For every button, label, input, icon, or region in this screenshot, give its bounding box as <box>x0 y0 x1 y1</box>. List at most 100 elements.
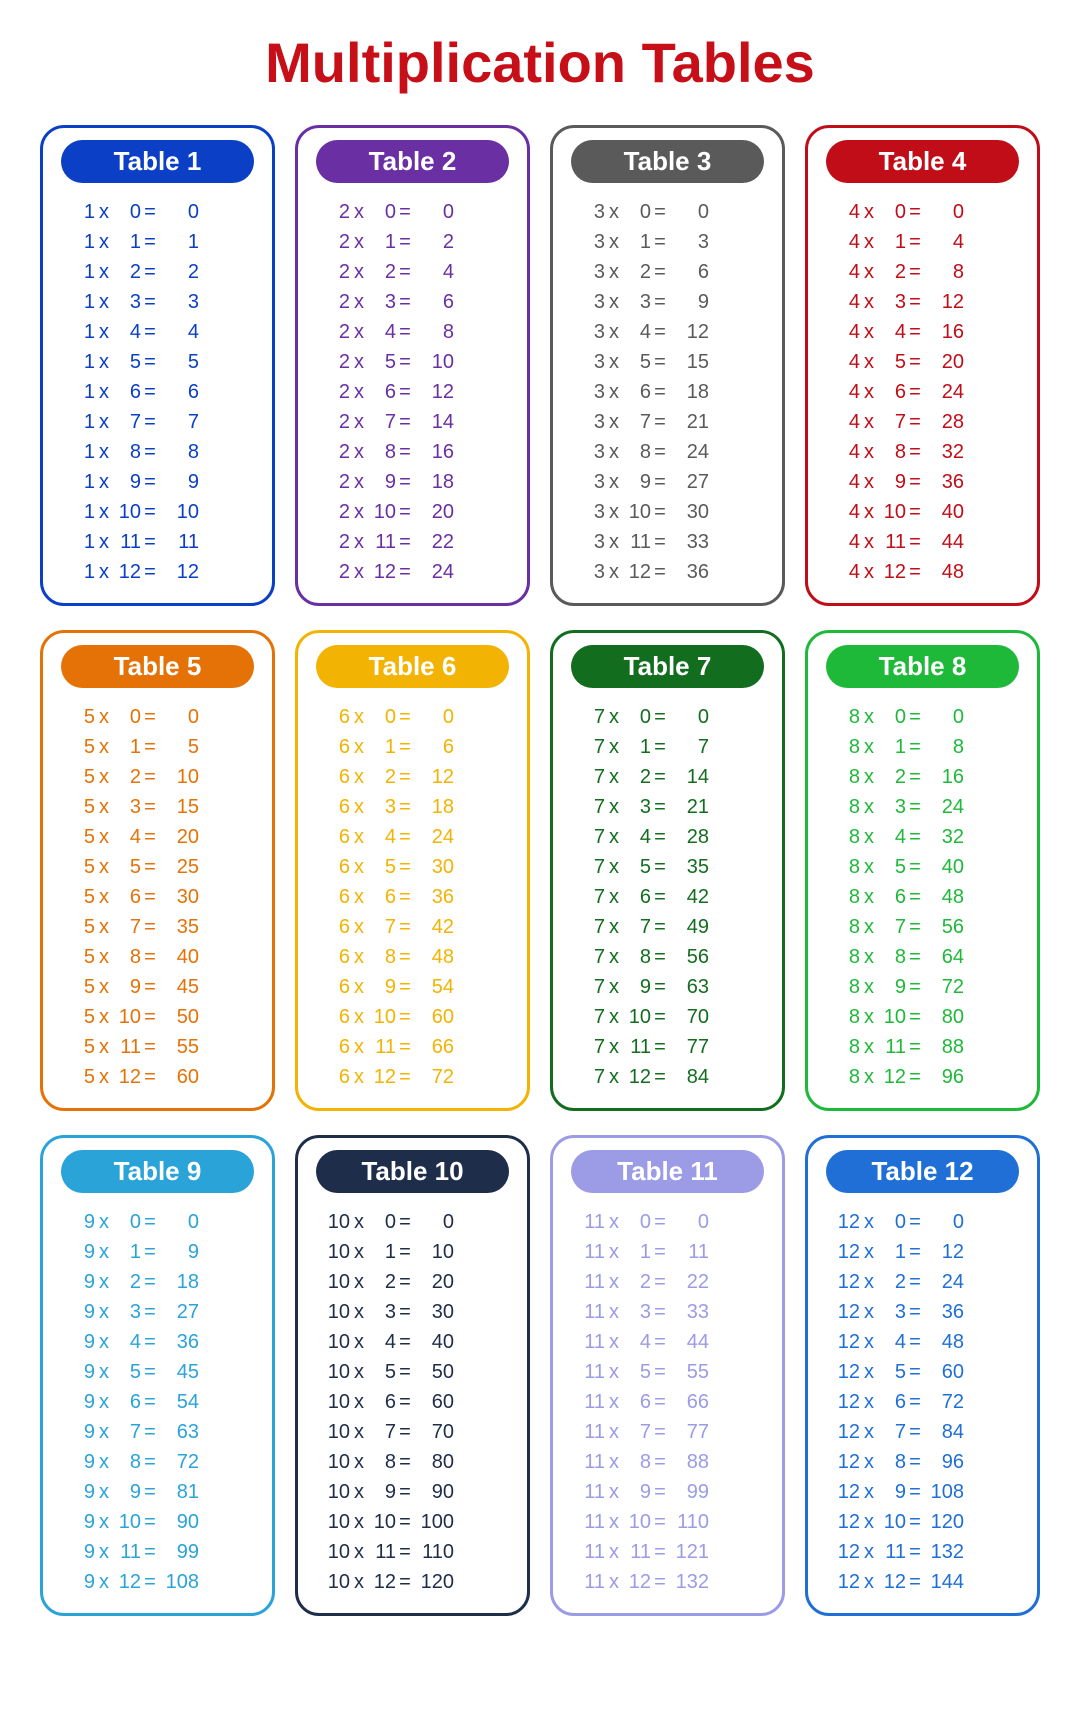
equals-symbol: = <box>651 197 669 227</box>
multiplier: 8 <box>368 437 396 467</box>
times-symbol: x <box>605 852 623 882</box>
multiplier: 0 <box>113 702 141 732</box>
multiplier: 4 <box>623 317 651 347</box>
equals-symbol: = <box>141 1357 159 1387</box>
table-rows: 1x0=01x1=11x2=21x3=31x4=41x5=51x6=61x7=7… <box>57 197 258 587</box>
multiplier: 8 <box>113 942 141 972</box>
table-row: 2x8=16 <box>322 437 507 467</box>
table-row: 7x10=70 <box>577 1002 762 1032</box>
equals-symbol: = <box>651 702 669 732</box>
table-row: 3x1=3 <box>577 227 762 257</box>
product: 2 <box>414 227 454 257</box>
times-symbol: x <box>860 1507 878 1537</box>
times-symbol: x <box>95 527 113 557</box>
equals-symbol: = <box>396 437 414 467</box>
multiplicand: 1 <box>67 227 95 257</box>
equals-symbol: = <box>651 882 669 912</box>
multiplicand: 1 <box>67 347 95 377</box>
product: 35 <box>669 852 709 882</box>
multiplier: 7 <box>368 912 396 942</box>
table-row: 3x6=18 <box>577 377 762 407</box>
equals-symbol: = <box>396 377 414 407</box>
equals-symbol: = <box>141 1062 159 1092</box>
multiplier: 3 <box>368 287 396 317</box>
multiplicand: 12 <box>832 1447 860 1477</box>
multiplier: 4 <box>368 317 396 347</box>
multiplicand: 6 <box>322 732 350 762</box>
multiplier: 9 <box>623 1477 651 1507</box>
multiplicand: 4 <box>832 377 860 407</box>
equals-symbol: = <box>906 287 924 317</box>
table-row: 11x12=132 <box>577 1567 762 1597</box>
equals-symbol: = <box>651 1062 669 1092</box>
product: 36 <box>924 1297 964 1327</box>
multiplier: 11 <box>878 1032 906 1062</box>
table-row: 11x9=99 <box>577 1477 762 1507</box>
multiplicand: 10 <box>322 1327 350 1357</box>
table-row: 3x5=15 <box>577 347 762 377</box>
times-symbol: x <box>860 1537 878 1567</box>
times-symbol: x <box>95 942 113 972</box>
equals-symbol: = <box>906 1237 924 1267</box>
times-symbol: x <box>860 912 878 942</box>
equals-symbol: = <box>141 1327 159 1357</box>
times-symbol: x <box>95 407 113 437</box>
table-row: 8x10=80 <box>832 1002 1017 1032</box>
multiplier: 5 <box>113 852 141 882</box>
times-symbol: x <box>350 197 368 227</box>
multiplier: 1 <box>368 227 396 257</box>
multiplier: 8 <box>878 1447 906 1477</box>
table-row: 10x9=90 <box>322 1477 507 1507</box>
multiplicand: 11 <box>577 1507 605 1537</box>
multiplier: 6 <box>368 882 396 912</box>
equals-symbol: = <box>141 287 159 317</box>
product: 30 <box>159 882 199 912</box>
multiplier: 1 <box>878 732 906 762</box>
times-symbol: x <box>350 1267 368 1297</box>
table-row: 5x5=25 <box>67 852 252 882</box>
multiplier: 1 <box>113 1237 141 1267</box>
equals-symbol: = <box>906 197 924 227</box>
table-row: 1x11=11 <box>67 527 252 557</box>
multiplicand: 5 <box>67 732 95 762</box>
product: 42 <box>414 912 454 942</box>
table-row: 9x4=36 <box>67 1327 252 1357</box>
product: 54 <box>159 1387 199 1417</box>
table-row: 10x11=110 <box>322 1537 507 1567</box>
table-row: 10x4=40 <box>322 1327 507 1357</box>
equals-symbol: = <box>651 1567 669 1597</box>
multiplicand: 11 <box>577 1207 605 1237</box>
equals-symbol: = <box>141 1417 159 1447</box>
table-rows: 6x0=06x1=66x2=126x3=186x4=246x5=306x6=36… <box>312 702 513 1092</box>
table-row: 1x9=9 <box>67 467 252 497</box>
table-row: 3x4=12 <box>577 317 762 347</box>
times-symbol: x <box>860 792 878 822</box>
table-row: 4x2=8 <box>832 257 1017 287</box>
equals-symbol: = <box>141 1297 159 1327</box>
product: 72 <box>159 1447 199 1477</box>
multiplier: 7 <box>113 407 141 437</box>
equals-symbol: = <box>906 1417 924 1447</box>
multiplicand: 3 <box>577 227 605 257</box>
multiplier: 10 <box>623 497 651 527</box>
table-row: 8x4=32 <box>832 822 1017 852</box>
equals-symbol: = <box>906 792 924 822</box>
multiplicand: 4 <box>832 467 860 497</box>
multiplicand: 11 <box>577 1447 605 1477</box>
product: 11 <box>159 527 199 557</box>
multiplicand: 2 <box>322 257 350 287</box>
table-row: 10x5=50 <box>322 1357 507 1387</box>
table-row: 5x7=35 <box>67 912 252 942</box>
equals-symbol: = <box>906 1327 924 1357</box>
table-row: 8x7=56 <box>832 912 1017 942</box>
table-row: 2x5=10 <box>322 347 507 377</box>
times-symbol: x <box>605 347 623 377</box>
multiplicand: 10 <box>322 1267 350 1297</box>
table-row: 6x10=60 <box>322 1002 507 1032</box>
table-row: 9x7=63 <box>67 1417 252 1447</box>
multiplicand: 4 <box>832 227 860 257</box>
table-row: 2x7=14 <box>322 407 507 437</box>
multiplicand: 12 <box>832 1567 860 1597</box>
equals-symbol: = <box>396 972 414 1002</box>
multiplicand: 1 <box>67 437 95 467</box>
